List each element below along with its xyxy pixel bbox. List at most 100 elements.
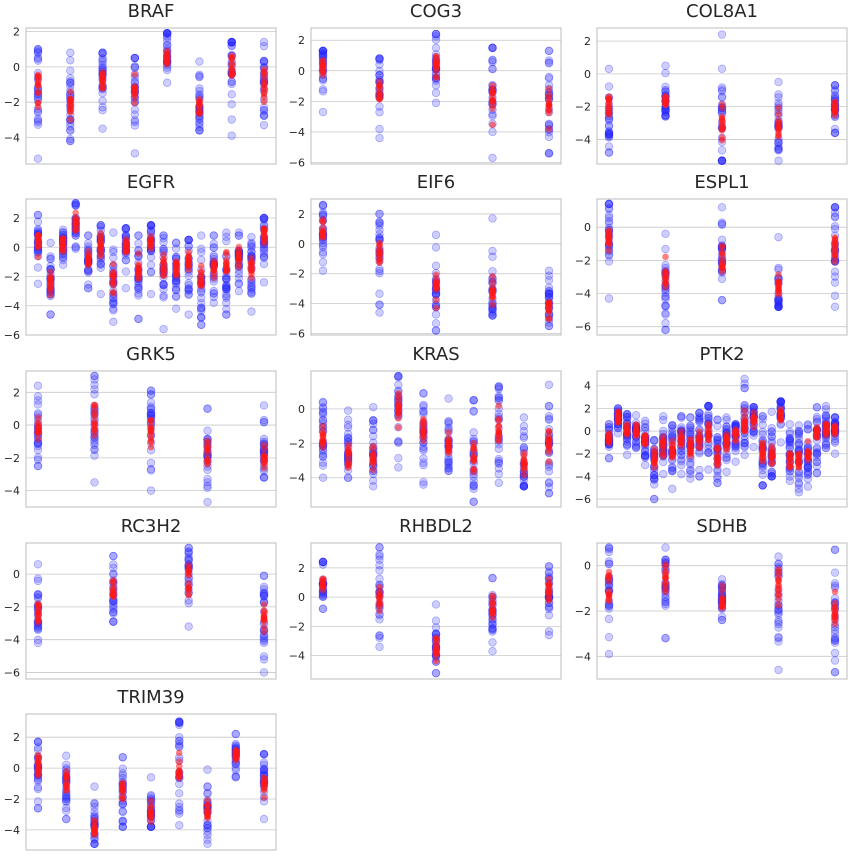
blue-data-point <box>227 41 236 51</box>
red-data-point <box>768 449 776 457</box>
blue-data-point <box>259 473 269 482</box>
red-data-point <box>614 409 622 417</box>
red-data-point <box>831 605 839 613</box>
red-data-point <box>741 412 748 420</box>
blue-data-point <box>109 304 118 313</box>
blue-data-point <box>469 476 478 486</box>
blue-data-point <box>369 431 378 441</box>
scatter-plot: 20−2−4 <box>4 370 277 508</box>
blue-data-point <box>121 255 131 265</box>
blue-data-point <box>812 449 822 459</box>
blue-data-point <box>544 380 554 389</box>
blue-data-point <box>704 447 713 457</box>
blue-data-point <box>162 29 172 38</box>
blue-data-point <box>209 298 218 308</box>
blue-data-point <box>812 468 822 478</box>
blue-data-point <box>640 450 650 460</box>
blue-data-point <box>259 252 269 261</box>
blue-data-point <box>830 85 840 94</box>
red-data-point <box>110 260 117 268</box>
blue-data-point <box>66 126 75 135</box>
blue-data-point <box>785 434 794 444</box>
y-tick-label: −4 <box>289 650 305 663</box>
blue-data-point <box>544 287 554 296</box>
blue-data-point <box>33 441 43 451</box>
scatter-plot: 0−2−4−6 <box>4 542 277 680</box>
red-data-point <box>34 759 42 766</box>
blue-data-point <box>184 310 193 319</box>
red-data-point <box>605 93 613 100</box>
blue-data-point <box>259 765 269 774</box>
red-data-point <box>223 250 230 257</box>
blue-data-point <box>604 199 614 209</box>
blue-data-point <box>774 302 783 312</box>
red-data-point <box>605 436 613 443</box>
blue-data-point <box>175 733 184 742</box>
blue-data-point <box>494 469 503 479</box>
blue-data-point <box>203 481 212 491</box>
blue-data-point <box>604 203 614 213</box>
blue-data-point <box>33 279 43 289</box>
blue-data-point <box>66 48 75 57</box>
blue-data-point <box>259 415 269 425</box>
blue-data-point <box>649 436 659 446</box>
red-data-point <box>489 301 496 309</box>
blue-data-point <box>794 428 804 438</box>
blue-data-point <box>197 320 206 329</box>
blue-data-point <box>767 472 776 481</box>
red-data-point <box>197 262 205 270</box>
blue-data-point <box>704 465 713 474</box>
chart-panel-ptk2: PTK2 4 2 0 −2 −4 −6 <box>571 344 851 511</box>
blue-data-point <box>604 130 614 139</box>
blue-data-point <box>740 450 749 460</box>
blue-data-point <box>259 765 269 775</box>
blue-data-point <box>686 413 695 422</box>
blue-data-point <box>46 310 55 319</box>
blue-data-point <box>171 244 181 253</box>
blue-data-point <box>318 557 328 567</box>
chart-title: BRAF <box>127 1 175 22</box>
blue-data-point <box>649 494 659 504</box>
blue-data-point <box>146 221 156 231</box>
blue-data-point <box>259 749 269 759</box>
blue-data-point <box>231 771 240 781</box>
chart-title: COL8A1 <box>686 1 758 22</box>
red-data-point <box>185 580 192 587</box>
blue-data-point <box>713 478 722 488</box>
blue-data-point <box>175 805 184 815</box>
scatter-plot: 0−2−4−6 <box>575 198 848 336</box>
y-tick-label: 0 <box>298 238 305 251</box>
blue-data-point <box>134 283 143 293</box>
blue-data-point <box>33 455 43 465</box>
blue-data-point <box>774 232 783 242</box>
blue-data-point <box>203 830 212 840</box>
blue-data-point <box>740 438 749 448</box>
blue-data-point <box>785 437 794 446</box>
blue-data-point <box>604 557 614 566</box>
red-data-point <box>662 574 669 582</box>
blue-data-point <box>259 213 269 223</box>
chart-panel-grk5: GRK5 2 0 −2 −4 <box>0 344 280 511</box>
red-data-point <box>678 431 685 438</box>
blue-data-point <box>649 475 659 484</box>
red-data-point <box>235 263 243 271</box>
blue-data-point <box>444 417 453 426</box>
y-tick-label: 0 <box>298 591 305 604</box>
blue-data-point <box>604 213 614 222</box>
blue-data-point <box>318 557 328 567</box>
blue-data-point <box>109 297 118 306</box>
blue-data-point <box>118 769 127 778</box>
blue-data-point <box>776 397 785 406</box>
blue-data-point <box>713 421 722 431</box>
blue-data-point <box>96 260 105 269</box>
blue-data-point <box>33 44 43 54</box>
blue-data-point <box>494 393 503 402</box>
blue-data-point <box>661 292 670 301</box>
blue-data-point <box>98 48 107 57</box>
red-data-point <box>520 449 528 457</box>
blue-data-point <box>134 231 143 240</box>
blue-data-point <box>98 55 107 65</box>
red-data-point <box>147 428 155 436</box>
y-tick-label: 2 <box>13 212 20 225</box>
blue-data-point <box>98 49 107 59</box>
